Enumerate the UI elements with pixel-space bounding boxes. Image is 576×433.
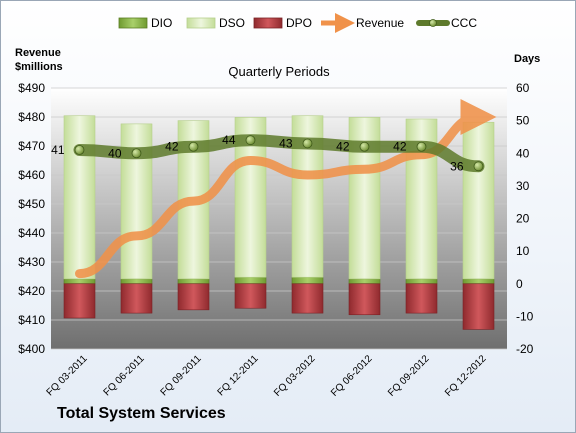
left-tick-label: $410 [18,313,45,327]
ccc-point [416,141,427,152]
right-tick-label: 20 [516,212,530,226]
legend-marker-ccc [429,19,437,27]
ccc-point [188,141,199,152]
x-tick-label: FQ 06-2011 [102,353,147,398]
x-tick-label: FQ 09-2011 [159,353,204,398]
bar-dpo [234,283,267,309]
ccc-data-label: 42 [393,140,407,154]
legend-label: DPO [286,16,312,30]
ccc-point [302,138,313,149]
ccc-point [74,145,85,155]
ccc-data-label: 40 [108,146,122,160]
bar-dpo [177,283,210,311]
legend-label: DIO [151,16,172,30]
legend-swatch-dpo [253,17,283,29]
right-tick-label: 30 [516,179,530,193]
right-tick-label: -20 [516,342,534,356]
revenue-line [75,99,497,279]
ccc-data-label: 41 [51,143,65,157]
ccc-data-label: 43 [279,136,293,150]
left-tick-label: $460 [18,168,45,182]
x-tick-label: FQ 12-2012 [443,353,489,399]
bar-dpo [405,283,438,314]
bar-dso [462,121,495,280]
legend-swatch-dio [118,17,148,29]
bar-dio [405,278,438,285]
ccc-data-label: 42 [165,140,179,154]
right-tick-label: 60 [516,81,530,95]
bar-dio [234,276,267,285]
ccc-point [245,135,256,146]
left-tick-label: $400 [18,342,45,356]
chart-title: Quarterly Periods [228,64,330,79]
ccc-point [131,148,142,159]
right-tick-label: 40 [516,146,530,160]
plot-area [51,88,507,349]
ccc-point [359,141,370,152]
ccc-data-label: 42 [336,140,350,154]
right-tick-label: -10 [516,309,534,323]
bar-dso [63,115,96,280]
left-tick-label: $450 [18,197,45,211]
bar-dio [462,278,495,285]
left-axis-title: $millions [15,61,63,73]
ccc-point [473,161,484,172]
bar-dpo [291,283,324,314]
legend-label: DSO [219,16,245,30]
left-axis-title: Revenue [15,47,61,59]
left-tick-label: $480 [18,110,45,124]
bar-dpo [348,283,381,316]
bar-dio [291,276,324,285]
left-tick-label: $420 [18,284,45,298]
bar-dio [120,278,153,285]
bar-dpo [63,283,96,319]
ccc-data-label: 36 [450,159,464,173]
x-tick-label: FQ 12-2011 [216,353,261,398]
legend-swatch-dso [186,17,216,29]
company-name: Total System Services [57,405,226,422]
x-tick-label: FQ 06-2012 [329,353,375,399]
left-tick-label: $470 [18,139,45,153]
legend-label: Revenue [356,16,404,30]
bar-dio [63,278,96,285]
bar-dpo [120,283,153,314]
left-tick-label: $490 [18,81,45,95]
ccc-data-label: 44 [222,133,236,147]
x-tick-label: FQ 03-2012 [272,353,318,399]
x-tick-label: FQ 03-2011 [45,353,90,398]
bar-dpo [462,283,495,330]
left-tick-label: $440 [18,226,45,240]
bar-dio [348,278,381,285]
legend-label: CCC [451,16,477,30]
left-tick-label: $430 [18,255,45,269]
x-tick-label: FQ 09-2012 [386,353,432,399]
right-tick-label: 10 [516,244,530,258]
bar-dio [177,278,210,285]
right-axis-title: Days [514,53,540,65]
right-tick-label: 0 [516,277,523,291]
right-tick-label: 50 [516,114,530,128]
